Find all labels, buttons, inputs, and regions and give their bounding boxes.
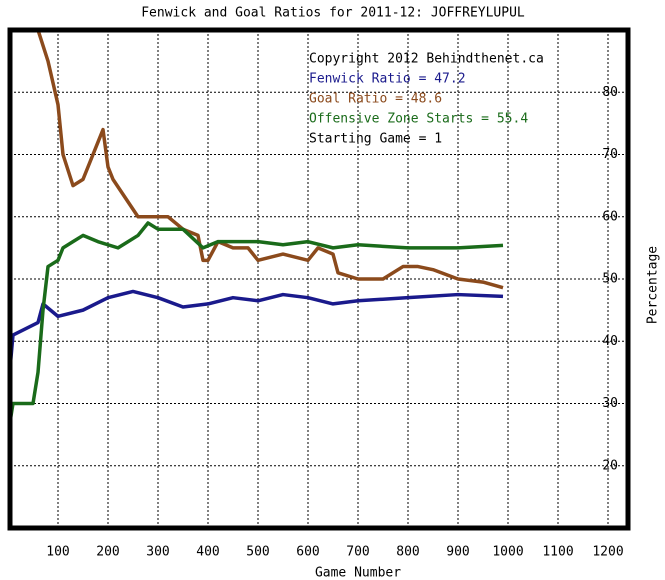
series-line [10, 221, 504, 434]
x-tick-label: 1200 [592, 545, 623, 560]
annotation: Goal Ratio = 48.6 [309, 92, 442, 107]
y-tick-label: 40 [602, 334, 618, 349]
x-tick-label: 500 [246, 545, 269, 560]
annotation: Copyright 2012 Behindthenet.ca [309, 52, 544, 67]
x-tick-label: 100 [46, 545, 69, 560]
x-tick-label: 200 [96, 545, 119, 560]
y-tick-label: 30 [602, 396, 618, 411]
x-axis-label: Game Number [315, 566, 401, 580]
x-tick-label: 600 [296, 545, 319, 560]
annotation: Fenwick Ratio = 47.2 [309, 72, 466, 87]
series-line [10, 289, 504, 389]
x-tick-label: 1100 [542, 545, 573, 560]
x-tick-label: 700 [346, 545, 369, 560]
annotation: Starting Game = 1 [309, 132, 442, 147]
x-tick-label: 1000 [492, 545, 523, 560]
chart-title: Fenwick and Goal Ratios for 2011-12: JOF… [141, 6, 525, 21]
x-tick-label: 300 [146, 545, 169, 560]
series-line [36, 30, 504, 290]
x-tick-label: 400 [196, 545, 219, 560]
y-tick-label: 50 [602, 272, 618, 287]
plot-border [7, 27, 631, 531]
annotation: Offensive Zone Starts = 55.4 [309, 112, 528, 127]
x-tick-label: 800 [396, 545, 419, 560]
y-axis-label: Percentage [646, 246, 661, 324]
x-tick-label: 900 [446, 545, 469, 560]
y-tick-label: 80 [602, 85, 618, 100]
y-tick-label: 20 [602, 458, 618, 473]
y-tick-label: 70 [602, 147, 618, 162]
y-tick-label: 60 [602, 209, 618, 224]
